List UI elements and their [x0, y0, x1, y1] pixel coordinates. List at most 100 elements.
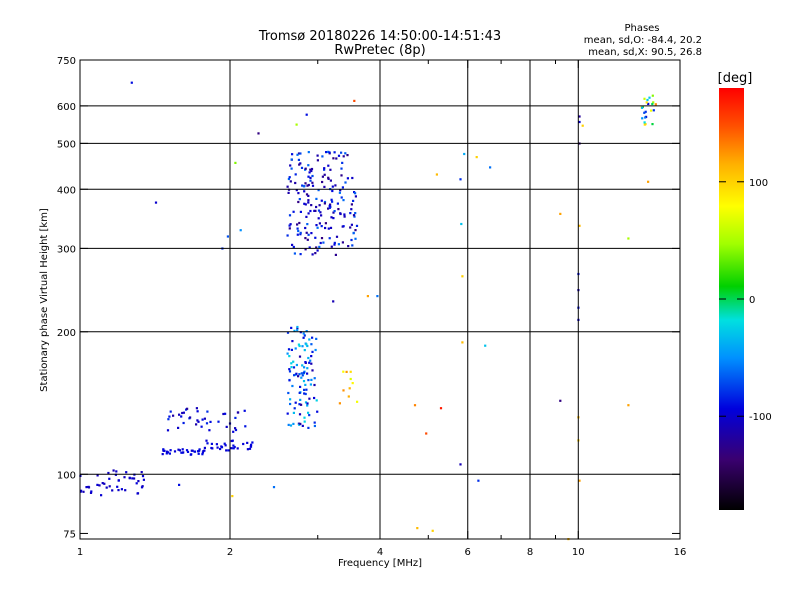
data-point — [652, 101, 655, 104]
data-point — [182, 451, 185, 454]
data-point — [311, 174, 314, 178]
grid-lines — [80, 60, 680, 539]
data-point — [225, 449, 228, 452]
data-point — [177, 426, 180, 429]
data-point — [308, 171, 311, 174]
data-point — [306, 223, 309, 226]
data-point — [307, 356, 310, 360]
data-point — [161, 453, 164, 456]
data-point — [315, 337, 318, 340]
data-point — [333, 243, 336, 246]
data-point — [300, 376, 303, 379]
data-point — [133, 477, 136, 480]
data-point — [288, 370, 292, 373]
data-point — [310, 167, 314, 171]
data-point — [331, 185, 334, 188]
data-point — [292, 366, 296, 369]
data-point — [290, 158, 293, 161]
data-point — [313, 424, 316, 428]
data-point — [304, 392, 307, 396]
data-point — [295, 189, 298, 192]
data-point — [353, 99, 356, 102]
data-point — [115, 470, 118, 473]
data-point — [459, 178, 462, 181]
data-point — [301, 345, 304, 348]
data-point — [316, 226, 319, 229]
data-point — [314, 209, 317, 212]
data-point — [313, 396, 316, 400]
data-point — [190, 449, 193, 452]
data-point — [300, 166, 304, 169]
data-point — [339, 189, 342, 192]
data-point — [286, 331, 290, 334]
data-point — [296, 227, 299, 230]
y-tick-label: 600 — [57, 102, 76, 113]
data-point — [167, 418, 170, 421]
data-point — [309, 383, 312, 386]
data-point — [329, 179, 332, 182]
data-point — [302, 371, 306, 374]
data-point — [193, 450, 196, 453]
data-point — [323, 185, 326, 188]
data-point — [307, 411, 310, 414]
data-point — [343, 215, 346, 218]
data-point — [350, 223, 353, 226]
data-point — [111, 489, 114, 492]
data-point — [288, 355, 291, 358]
data-point — [162, 448, 165, 451]
data-point — [343, 213, 346, 216]
data-point — [578, 115, 581, 118]
phases-o-stats: mean, sd,O: -84.4, 20.2 — [584, 35, 702, 46]
data-point — [286, 412, 289, 415]
data-point — [299, 253, 302, 256]
data-point — [287, 348, 291, 351]
phases-legend-header: Phases — [624, 23, 659, 34]
data-point — [320, 237, 324, 240]
data-point — [206, 410, 209, 413]
y-tick-label: 400 — [57, 185, 76, 196]
data-point — [317, 209, 321, 212]
data-point — [87, 486, 91, 489]
data-point — [341, 161, 344, 164]
data-point — [300, 372, 303, 375]
data-point — [234, 428, 238, 432]
data-point — [307, 175, 310, 178]
data-point — [105, 486, 108, 489]
data-point — [201, 451, 204, 454]
data-point — [289, 223, 292, 226]
data-point — [172, 414, 175, 417]
data-point — [559, 399, 562, 402]
data-point — [217, 420, 220, 423]
data-point — [328, 204, 331, 207]
data-point — [355, 224, 359, 227]
data-point — [350, 203, 353, 206]
data-point — [559, 212, 562, 215]
data-point — [248, 447, 252, 450]
data-point — [239, 229, 242, 232]
data-point — [310, 169, 313, 173]
data-point — [303, 190, 306, 193]
data-point — [154, 201, 158, 204]
data-point — [305, 231, 308, 234]
data-point — [641, 106, 644, 109]
data-point — [352, 214, 356, 217]
data-point — [234, 161, 237, 164]
data-point — [461, 341, 464, 344]
data-point — [232, 447, 235, 450]
data-point — [435, 173, 438, 176]
data-point — [651, 123, 654, 126]
data-point — [290, 348, 293, 351]
data-point — [654, 103, 657, 106]
data-point — [349, 212, 352, 215]
data-point — [310, 204, 313, 207]
y-axis: 75 100 200 300 400 500 600 750 — [57, 56, 680, 540]
data-point — [306, 367, 309, 370]
data-point — [234, 427, 237, 430]
data-point — [304, 237, 307, 240]
data-point — [297, 343, 300, 346]
data-point — [331, 189, 334, 193]
data-point — [317, 217, 320, 220]
data-point — [225, 425, 228, 428]
data-point — [333, 210, 336, 213]
data-point — [337, 208, 340, 211]
